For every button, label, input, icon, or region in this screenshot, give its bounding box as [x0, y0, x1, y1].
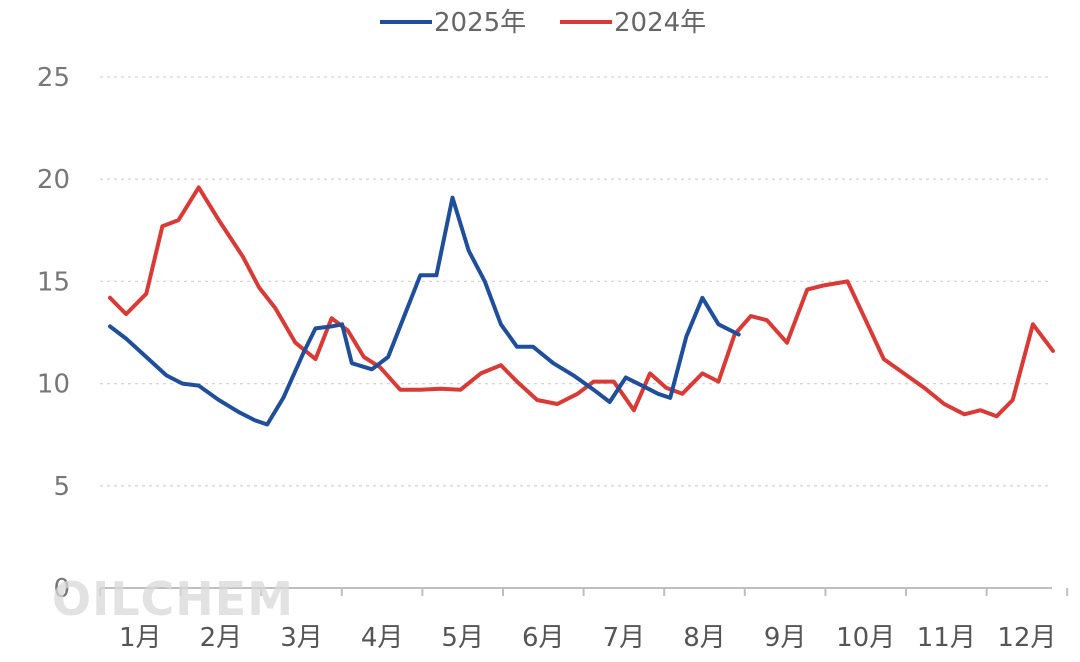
y-tick-label: 20 [37, 165, 70, 195]
x-tick-label: 8月 [683, 623, 726, 653]
x-axis: 1月 2月 3月 4月 5月 6月 7月 8月 9月 10月 11月 12月 [99, 587, 1069, 653]
x-tick-label: 10月 [836, 623, 895, 653]
y-tick-label: 5 [53, 472, 70, 502]
legend-label-0: 2025年 [434, 8, 526, 38]
series-lines [108, 185, 1055, 427]
series-line-0 [108, 195, 741, 427]
y-tick-label: 25 [37, 63, 70, 93]
y-axis-ticks: 0 5 10 15 20 25 [37, 63, 70, 604]
x-tick-label: 1月 [119, 623, 162, 653]
x-tick-label: 3月 [280, 623, 323, 653]
x-tick-label: 2月 [200, 623, 243, 653]
series-line-1 [108, 185, 1055, 419]
x-tick-label: 11月 [917, 623, 976, 653]
x-tick-label: 9月 [764, 623, 807, 653]
y-tick-label: 0 [53, 574, 70, 604]
x-tick-label: 12月 [997, 623, 1056, 653]
watermark-oilchem: OILCHEM [52, 572, 294, 626]
gridlines [100, 76, 1052, 487]
legend: 2025年 2024年 [380, 8, 706, 38]
x-tick-label: 7月 [603, 623, 646, 653]
x-tick-label: 4月 [361, 623, 404, 653]
x-tick-label: 6月 [522, 623, 565, 653]
x-tick-label: 5月 [441, 623, 484, 653]
y-tick-label: 10 [37, 370, 70, 400]
y-tick-label: 15 [37, 267, 70, 297]
legend-label-1: 2024年 [614, 8, 706, 38]
